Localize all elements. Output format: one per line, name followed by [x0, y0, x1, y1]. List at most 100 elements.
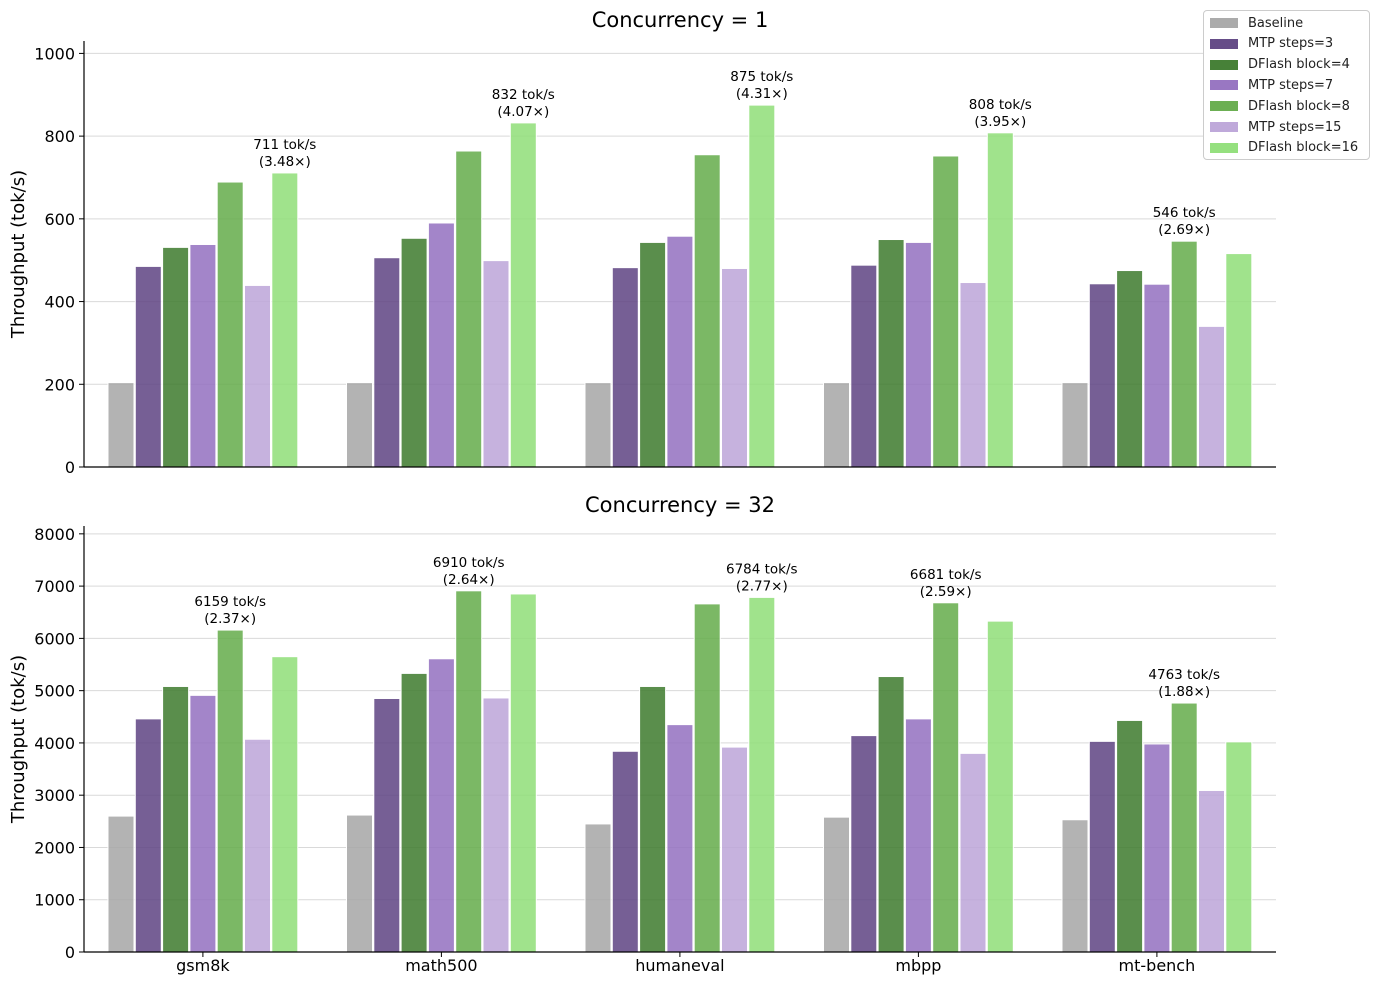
y-tick-label: 7000 — [34, 577, 75, 596]
legend-item-mtp-steps-3: MTP steps=3 — [1210, 35, 1333, 53]
bar — [271, 656, 299, 953]
bar — [1225, 741, 1253, 953]
legend-label: MTP steps=7 — [1248, 77, 1334, 93]
bar-annotation-value: 6681 tok/s — [910, 567, 982, 583]
bar — [823, 816, 850, 953]
bar — [1088, 740, 1116, 953]
bar — [346, 382, 373, 468]
bar — [1116, 270, 1144, 468]
bar-annotation-speedup: (2.77×) — [736, 578, 788, 594]
y-tick-label: 600 — [44, 210, 75, 229]
y-tick-label: 800 — [44, 127, 75, 146]
legend-item-baseline: Baseline — [1210, 14, 1303, 32]
legend-swatch — [1210, 142, 1238, 153]
bar — [162, 685, 190, 953]
bar — [1143, 283, 1171, 468]
bar — [666, 235, 694, 468]
legend-swatch — [1210, 101, 1238, 112]
bar — [400, 237, 428, 468]
bar — [1170, 702, 1198, 953]
bar — [823, 382, 850, 468]
y-axis-label: Throughput (tok/s) — [8, 655, 29, 824]
y-tick-label: 1000 — [34, 891, 75, 910]
bar — [721, 746, 748, 953]
legend-item-dflash-block-8: DFlash block=8 — [1210, 97, 1350, 115]
legend-swatch — [1210, 122, 1238, 132]
bar — [1198, 789, 1225, 953]
bar — [134, 718, 162, 953]
legend-swatch — [1210, 38, 1238, 49]
y-tick-label: 0 — [65, 943, 75, 962]
bar — [584, 382, 612, 468]
bar-annotation-value: 808 tok/s — [969, 97, 1032, 113]
bar — [666, 724, 694, 953]
bar-annotation-speedup: (3.48×) — [259, 154, 311, 170]
bar — [693, 603, 721, 953]
bar — [932, 155, 960, 468]
bar-annotation-value: 6784 tok/s — [726, 561, 798, 577]
legend-label: DFlash block=8 — [1248, 98, 1350, 114]
bar — [904, 241, 932, 468]
bar — [877, 239, 905, 468]
bar — [1116, 719, 1144, 953]
bar — [400, 672, 428, 953]
bar — [877, 676, 905, 953]
bar — [986, 620, 1014, 953]
bar — [611, 750, 639, 953]
bar — [959, 752, 987, 953]
bar — [482, 260, 510, 468]
x-tick-label: mt-bench — [1119, 956, 1196, 975]
bar — [850, 264, 878, 468]
bar — [509, 122, 537, 468]
legend-label: DFlash block=4 — [1248, 57, 1350, 73]
y-tick-label: 8000 — [34, 525, 75, 544]
bar — [693, 154, 721, 468]
bar — [611, 267, 639, 468]
bar — [189, 243, 217, 468]
legend-swatch — [1210, 59, 1238, 70]
bar — [189, 694, 217, 953]
bar-annotation-value: 875 tok/s — [730, 69, 793, 85]
bar-annotation-value: 546 tok/s — [1153, 205, 1216, 221]
bar — [932, 602, 960, 953]
chart-title: Concurrency = 32 — [585, 493, 775, 517]
y-tick-label: 0 — [65, 458, 75, 477]
bar-annotation-speedup: (3.95×) — [974, 114, 1026, 130]
bar — [216, 181, 244, 468]
y-tick-label: 400 — [44, 293, 75, 312]
legend-swatch — [1210, 18, 1238, 28]
bar — [509, 593, 537, 953]
bar-annotation-speedup: (2.64×) — [443, 572, 495, 588]
legend-label: Baseline — [1248, 15, 1304, 31]
bar-annotation-speedup: (4.31×) — [736, 86, 788, 102]
bar — [373, 697, 401, 953]
bar — [482, 697, 510, 953]
legend-label: MTP steps=3 — [1248, 36, 1334, 52]
bar — [107, 815, 135, 953]
bar-annotation-value: 6910 tok/s — [433, 555, 505, 571]
bar-annotation-speedup: (1.88×) — [1158, 684, 1210, 700]
bar-annotation-speedup: (2.69×) — [1158, 222, 1210, 238]
legend-item-dflash-block-4: DFlash block=4 — [1210, 56, 1350, 74]
legend-item-dflash-block-16: DFlash block=16 — [1210, 139, 1358, 157]
bar — [748, 104, 776, 468]
y-tick-label: 200 — [44, 375, 75, 394]
bar-annotation-value: 711 tok/s — [253, 137, 316, 153]
bar — [244, 284, 271, 468]
y-axis-label: Throughput (tok/s) — [8, 170, 29, 339]
bar — [986, 132, 1014, 468]
bar — [850, 735, 878, 953]
bar — [346, 814, 373, 953]
legend-swatch — [1210, 80, 1238, 91]
bar-annotation-speedup: (2.59×) — [920, 584, 972, 600]
y-tick-label: 5000 — [34, 682, 75, 701]
bar — [162, 246, 190, 468]
bar — [1088, 283, 1116, 468]
bar — [959, 282, 987, 468]
legend-item-mtp-steps-7: MTP steps=7 — [1210, 76, 1333, 94]
x-tick-label: mbpp — [895, 956, 941, 975]
bar-annotation-value: 832 tok/s — [492, 87, 555, 103]
bar-annotation-value: 6159 tok/s — [194, 594, 266, 610]
